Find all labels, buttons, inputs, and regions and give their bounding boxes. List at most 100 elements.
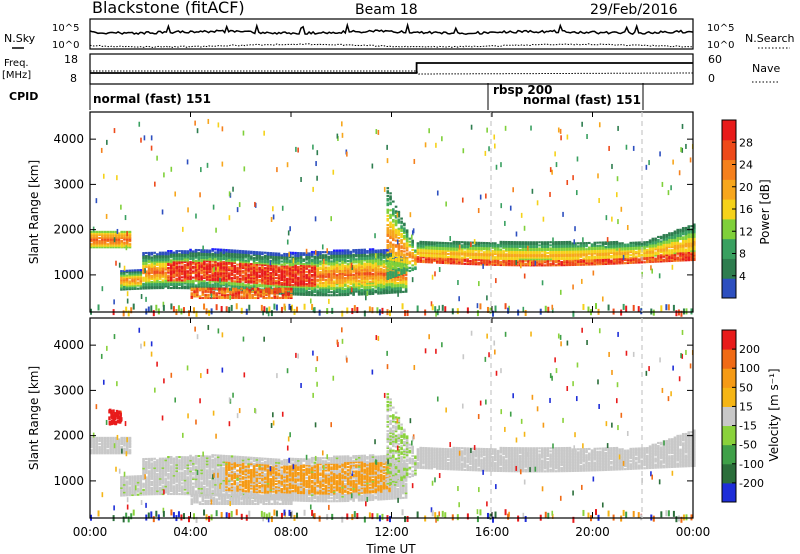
- main-band-pcell: [156, 257, 159, 260]
- afternoon-band-pcell: [505, 250, 508, 253]
- sub-band-pcell: [220, 296, 224, 300]
- afternoon-band-pcell: [424, 253, 428, 256]
- afternoon-band-pcell: [687, 231, 691, 234]
- main-band-pcell: [294, 293, 297, 296]
- main-band-pcell: [175, 270, 179, 273]
- afternoon-band-pcell: [510, 242, 514, 245]
- afternoon-band-pcell: [676, 244, 680, 247]
- afternoon-band-pcell: [471, 255, 475, 258]
- main-band-pcell: [147, 274, 151, 278]
- main-band-pcell: [388, 291, 391, 294]
- main-band-pcell: [374, 280, 378, 283]
- main-band-pcell: [233, 249, 237, 252]
- main-band-pcell: [167, 251, 170, 254]
- morning-band-pcell: [103, 246, 107, 249]
- main-band-pcell: [205, 263, 209, 266]
- afternoon-band-pcell: [626, 249, 630, 252]
- afternoon-band-pcell: [665, 241, 668, 244]
- main-band-pcell: [197, 259, 201, 262]
- afternoon-band-pcell: [632, 254, 635, 257]
- main-band-pcell: [122, 271, 126, 274]
- afternoon-band-pcell: [687, 225, 691, 228]
- morning-band-pcell: [106, 240, 110, 243]
- spike-pcell: [403, 271, 406, 275]
- afternoon-band-pcell: [488, 259, 492, 262]
- main-band-pcell: [214, 251, 217, 254]
- afternoon-band-pcell: [610, 242, 613, 245]
- scatter-pcell: [316, 175, 318, 181]
- afternoon-band-pcell: [693, 238, 696, 242]
- scatter-pcell: [156, 155, 158, 161]
- spike-pcell: [386, 208, 390, 211]
- scatter-pcell: [145, 296, 147, 302]
- main-band-pcell: [385, 248, 389, 252]
- scatter-pcell: [495, 278, 497, 284]
- main-band-pcell: [178, 250, 181, 253]
- main-band-pcell: [393, 291, 397, 294]
- spike-pcell: [389, 246, 392, 249]
- afternoon-band-pcell: [471, 241, 475, 244]
- main-band-pcell: [388, 253, 391, 256]
- afternoon-band-pcell: [435, 249, 439, 252]
- afternoon-band-pcell: [593, 243, 597, 246]
- afternoon-band-pcell: [488, 254, 492, 257]
- main-band-pcell: [308, 273, 311, 277]
- freq-line: [90, 62, 693, 74]
- scatter-pcell: [549, 167, 552, 173]
- afternoon-band-pcell: [632, 243, 635, 246]
- main-band-pcell: [297, 259, 300, 262]
- main-band-pcell: [186, 253, 190, 256]
- main-band-pcell: [208, 283, 212, 286]
- main-band-pcell: [233, 260, 237, 263]
- afternoon-band-pcell: [532, 259, 536, 262]
- scatter-pcell: [312, 307, 315, 313]
- afternoon-band-pcell: [529, 247, 533, 250]
- main-band-pcell: [277, 269, 281, 272]
- afternoon-band-pcell: [610, 262, 613, 265]
- main-band-pcell: [355, 284, 358, 287]
- main-band-pcell: [272, 281, 275, 284]
- sub-band-pcell: [281, 287, 285, 290]
- spike-pcell: [389, 241, 392, 244]
- main-band-pcell: [208, 264, 212, 268]
- main-band-pcell: [211, 252, 214, 255]
- spike-pcell: [394, 270, 398, 273]
- spike-pcell: [397, 230, 401, 233]
- afternoon-band-pcell: [422, 247, 425, 250]
- main-band-pcell: [355, 250, 358, 253]
- afternoon-band-pcell: [665, 238, 668, 241]
- afternoon-band-pcell: [529, 261, 533, 264]
- afternoon-band-pcell: [668, 249, 671, 252]
- afternoon-band-pcell: [441, 260, 445, 263]
- main-band-pcell: [324, 269, 328, 272]
- main-band-pcell: [131, 286, 134, 289]
- main-band-pcell: [330, 264, 333, 268]
- afternoon-band-pcell: [513, 242, 516, 245]
- main-band-pcell: [236, 255, 239, 259]
- afternoon-band-pcell: [579, 262, 583, 265]
- afternoon-band-pcell: [460, 244, 464, 247]
- main-band-pcell: [308, 277, 311, 280]
- main-band-pcell: [332, 291, 336, 294]
- morning-band-pcell: [95, 244, 99, 247]
- main-band-pcell: [374, 271, 378, 274]
- spike-pcell: [411, 253, 414, 256]
- main-band-pcell: [122, 288, 126, 291]
- afternoon-band-pcell: [687, 236, 691, 239]
- sub-band-pcell: [231, 290, 235, 293]
- sub-band-pcell: [289, 296, 293, 300]
- main-band-pcell: [332, 255, 336, 258]
- main-band-pcell: [330, 281, 333, 284]
- spike-pcell: [394, 210, 398, 213]
- afternoon-band-pcell: [460, 259, 464, 262]
- sub-band-pcell: [223, 296, 227, 300]
- main-band-pcell: [308, 287, 311, 290]
- afternoon-band-pcell: [599, 260, 602, 263]
- main-band-pcell: [344, 258, 347, 261]
- sub-band-pcell: [204, 287, 207, 290]
- main-band-pcell: [371, 266, 375, 269]
- spike-pcell: [394, 230, 398, 233]
- main-band-pcell: [263, 285, 267, 288]
- afternoon-band-pcell: [610, 244, 613, 247]
- morning-band-pcell: [109, 244, 112, 247]
